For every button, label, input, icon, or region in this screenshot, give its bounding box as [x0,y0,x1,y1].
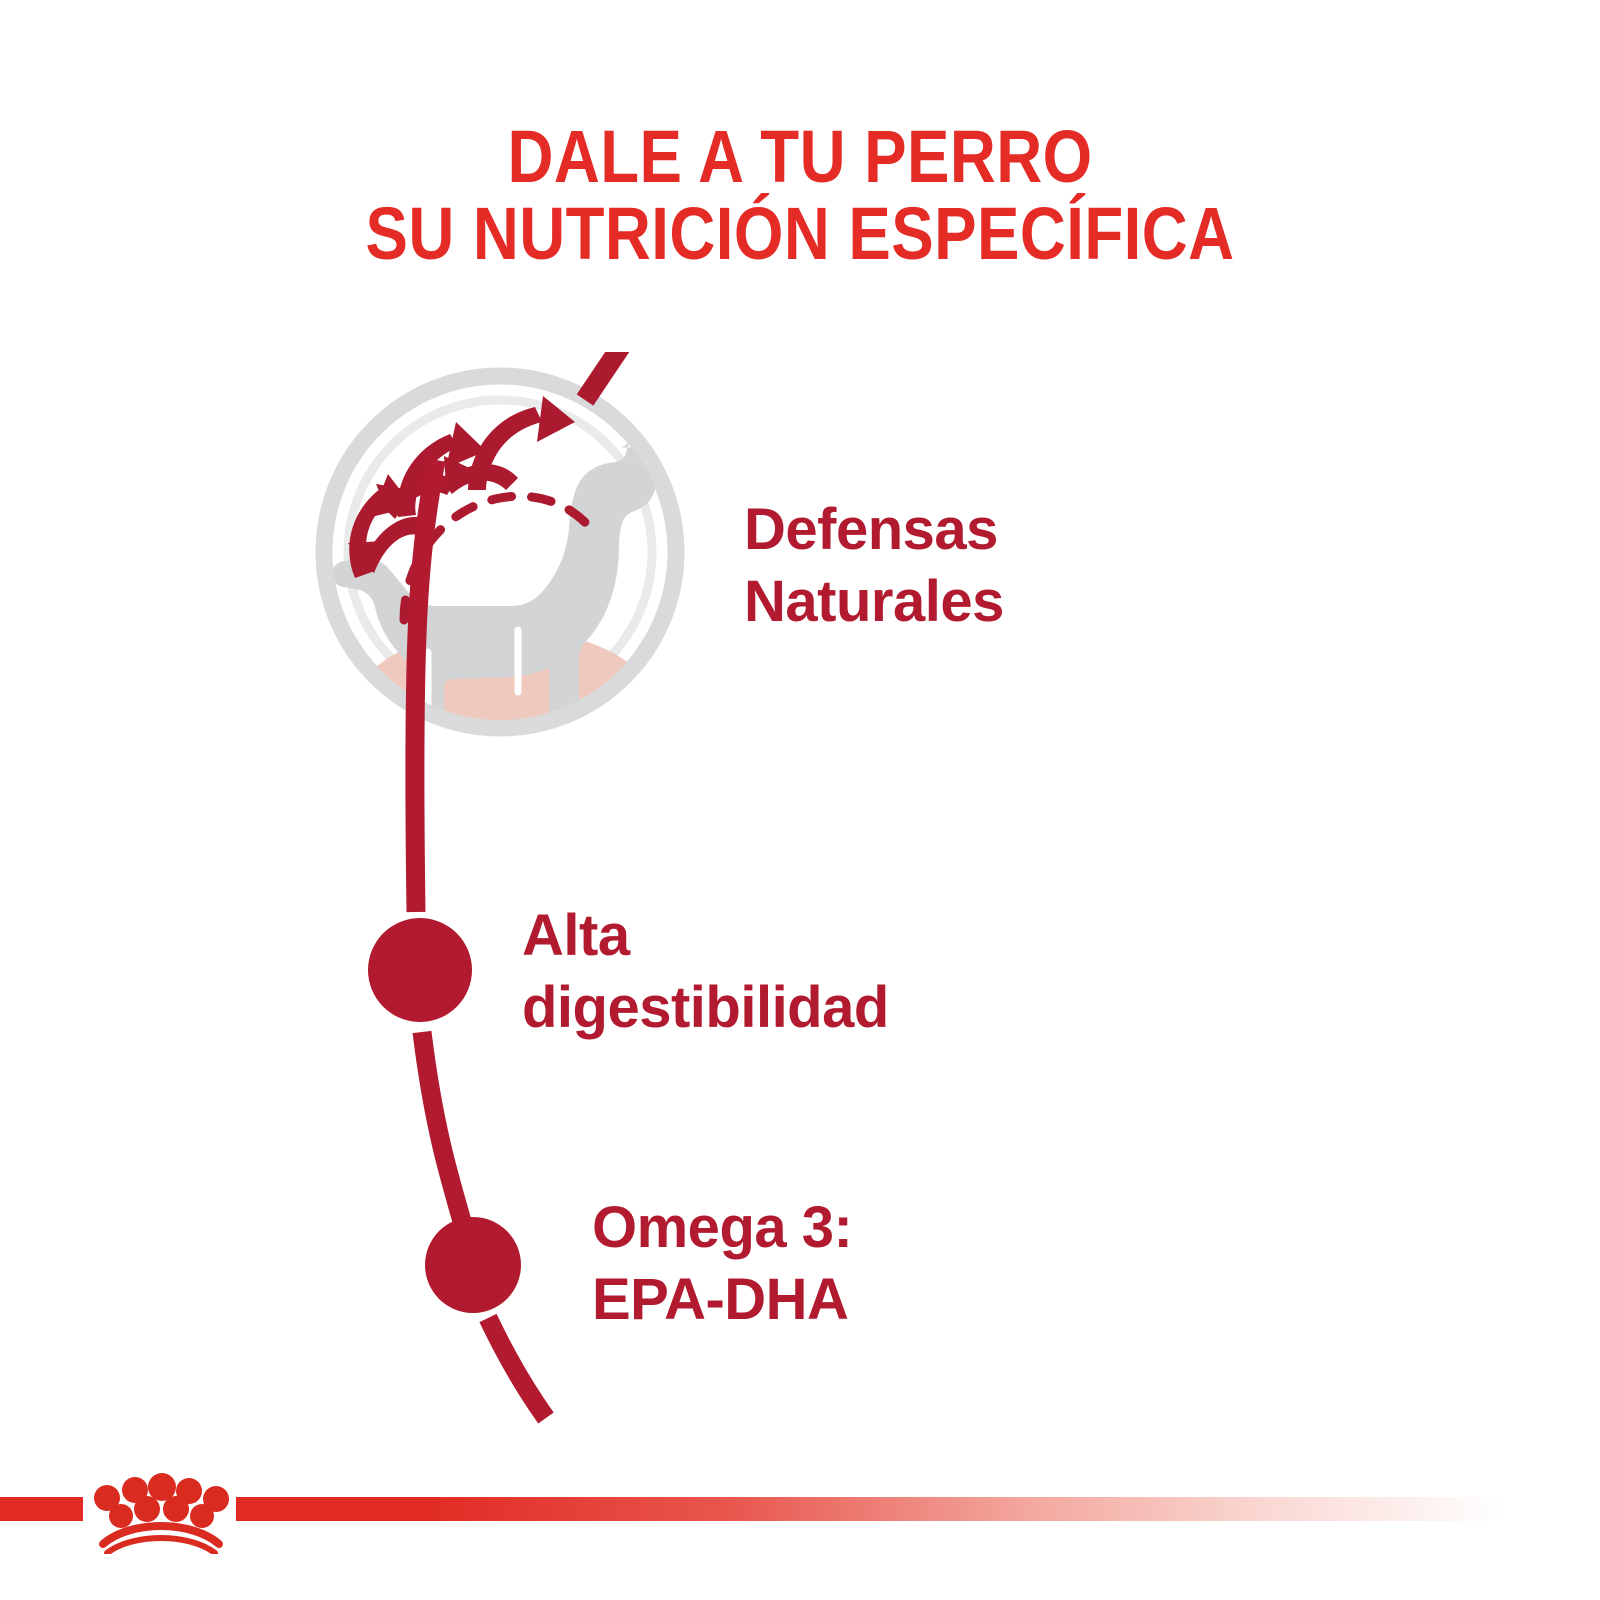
footer-brand-band [0,1473,1600,1554]
natural-defenses-dog-icon [300,352,700,752]
bullet-dot-omega [425,1217,521,1313]
feature-digestibilidad-line-1: Alta [522,903,630,968]
headline-line-2: SU NUTRICIÓN ESPECÍFICA [365,192,1235,275]
royal-canin-crown-logo [83,1454,238,1554]
feature-defensas-line-1: Defensas [744,497,998,562]
feature-label-defensas-naturales: Defensas Naturales [744,494,1004,638]
feature-defensas-line-2: Naturales [744,569,1004,634]
footer-bar-right-gradient [236,1497,1600,1521]
feature-digestibilidad-line-2: digestibilidad [522,975,889,1040]
page-title: DALE A TU PERRO SU NUTRICIÓN ESPECÍFICA [112,118,1488,272]
footer-bar-left-segment [0,1497,83,1521]
feature-omega-line-2: EPA-DHA [592,1267,849,1332]
feature-label-alta-digestibilidad: Alta digestibilidad [522,900,889,1044]
feature-label-omega-3-epa-dha: Omega 3: EPA-DHA [592,1192,853,1336]
feature-omega-line-1: Omega 3: [592,1195,853,1260]
bullet-dot-digestibilidad [368,918,472,1022]
headline-line-1: DALE A TU PERRO [507,115,1093,198]
